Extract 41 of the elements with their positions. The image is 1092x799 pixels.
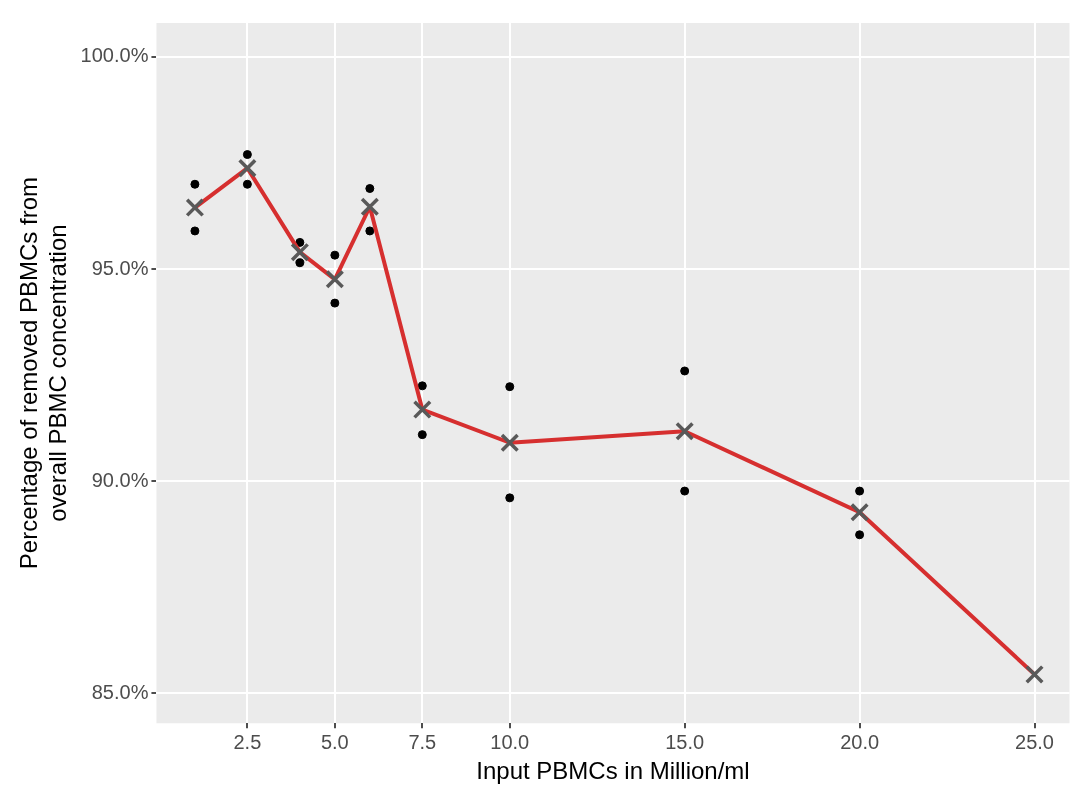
y-axis-title: Percentage of removed PBMCs from overall PBMC concentration — [15, 177, 71, 570]
point — [242, 150, 252, 160]
y-tick-label: 85.0% — [91, 681, 149, 704]
point — [505, 382, 515, 392]
point — [855, 530, 865, 540]
y-tick-label: 95.0% — [91, 256, 149, 279]
point — [325, 269, 345, 289]
point — [190, 226, 200, 236]
x-tick-label: 20.0 — [840, 730, 880, 753]
point — [680, 366, 690, 376]
point — [505, 493, 515, 503]
x-tick-label: 25.0 — [1015, 730, 1054, 753]
point — [365, 226, 375, 236]
x-tick-label: 15.0 — [665, 730, 705, 753]
x-tick-label: 7.5 — [408, 730, 437, 753]
point — [330, 250, 340, 260]
point — [190, 179, 200, 189]
point — [412, 400, 432, 420]
point — [417, 430, 427, 440]
x-tick-label: 2.5 — [233, 730, 262, 753]
point — [675, 421, 695, 441]
point — [680, 486, 690, 496]
point — [500, 433, 520, 453]
point — [330, 298, 340, 308]
point — [365, 184, 375, 193]
y-tick-label: 100.0% — [80, 44, 149, 67]
point — [855, 486, 865, 496]
point — [295, 258, 305, 268]
point — [360, 197, 380, 217]
point — [850, 502, 870, 522]
point — [290, 242, 310, 262]
point — [295, 237, 305, 247]
point — [417, 381, 427, 391]
x-tick-label: 10.0 — [490, 730, 530, 753]
x-tick-label: 5.0 — [320, 730, 349, 753]
x-axis-title: Input PBMCs in Million/ml — [476, 757, 750, 785]
point — [242, 179, 252, 189]
point — [185, 198, 205, 218]
point — [1024, 664, 1045, 684]
point — [237, 158, 257, 178]
y-tick-label: 90.0% — [91, 468, 149, 491]
